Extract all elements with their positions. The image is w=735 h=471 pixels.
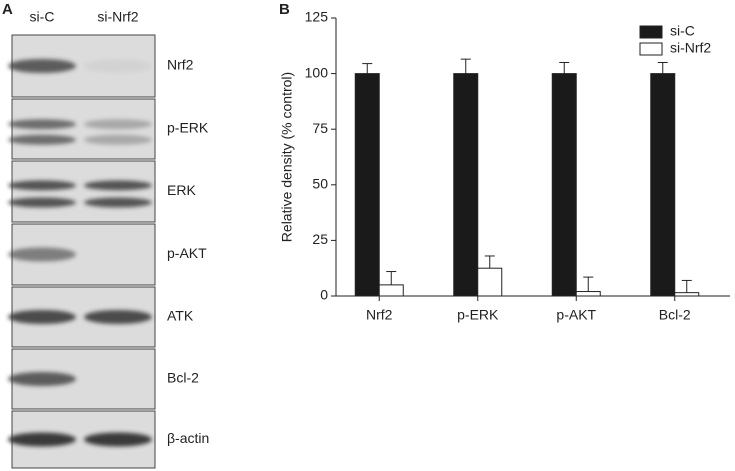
blot-panel: Nrf2 p-ERK ERK p-AKT ATK Bcl-2 β-actin xyxy=(8,34,209,469)
blot-band xyxy=(8,372,76,386)
blot-label: ERK xyxy=(167,182,196,198)
blot-label: Bcl-2 xyxy=(167,370,199,386)
bar xyxy=(354,73,380,297)
x-tick-label: Nrf2 xyxy=(366,307,393,323)
blot-band xyxy=(8,119,76,130)
blot-band xyxy=(8,310,76,324)
lane-label: si-Nrf2 xyxy=(97,9,138,25)
blot-band xyxy=(8,197,76,208)
blot-band xyxy=(8,59,76,73)
legend-swatch xyxy=(639,25,663,39)
blot-label: Nrf2 xyxy=(167,57,194,73)
y-tick-label: 100 xyxy=(305,64,329,80)
blot-label: p-ERK xyxy=(167,120,209,136)
lane-label: si-C xyxy=(30,9,55,25)
bar-chart: 0 25 50 75 100 125 Nrf2 p-ERK p-AKT Bcl-2 si-Csi-N… xyxy=(305,9,730,323)
bar xyxy=(674,292,700,297)
blot-band xyxy=(84,310,152,324)
x-tick-label: Bcl-2 xyxy=(659,307,691,323)
blot-label: p-AKT xyxy=(167,245,207,261)
bar xyxy=(575,291,601,297)
legend-label: si-Nrf2 xyxy=(670,40,711,56)
blot-band xyxy=(84,134,152,145)
blot-label: ATK xyxy=(167,308,194,324)
y-axis-label: Relative density (% control) xyxy=(279,72,295,242)
bar xyxy=(551,73,577,297)
blot-band xyxy=(8,180,76,191)
blot-label: β-actin xyxy=(167,430,209,446)
blot-band xyxy=(84,432,152,447)
x-tick-label: p-AKT xyxy=(556,307,596,323)
blot-band xyxy=(84,197,152,208)
bar xyxy=(378,284,404,297)
panel-label: B xyxy=(279,1,290,18)
blot-band xyxy=(8,247,76,262)
y-tick-label: 25 xyxy=(312,231,328,247)
legend-swatch xyxy=(639,42,663,56)
y-tick-label: 75 xyxy=(312,120,328,136)
panel-label: A xyxy=(2,1,13,18)
bar xyxy=(453,73,479,297)
blot-band xyxy=(8,134,76,145)
blot-band xyxy=(8,432,76,447)
blot-band xyxy=(84,119,152,130)
y-tick-label: 50 xyxy=(312,176,328,192)
blot-band xyxy=(84,59,152,73)
legend-label: si-C xyxy=(670,23,695,39)
blot-band xyxy=(84,180,152,191)
blot-frame xyxy=(11,160,156,223)
y-tick-label: 0 xyxy=(320,287,328,303)
bar xyxy=(477,267,503,297)
bar xyxy=(650,73,676,297)
x-tick-label: p-ERK xyxy=(457,307,499,323)
y-tick-label: 125 xyxy=(305,9,329,25)
